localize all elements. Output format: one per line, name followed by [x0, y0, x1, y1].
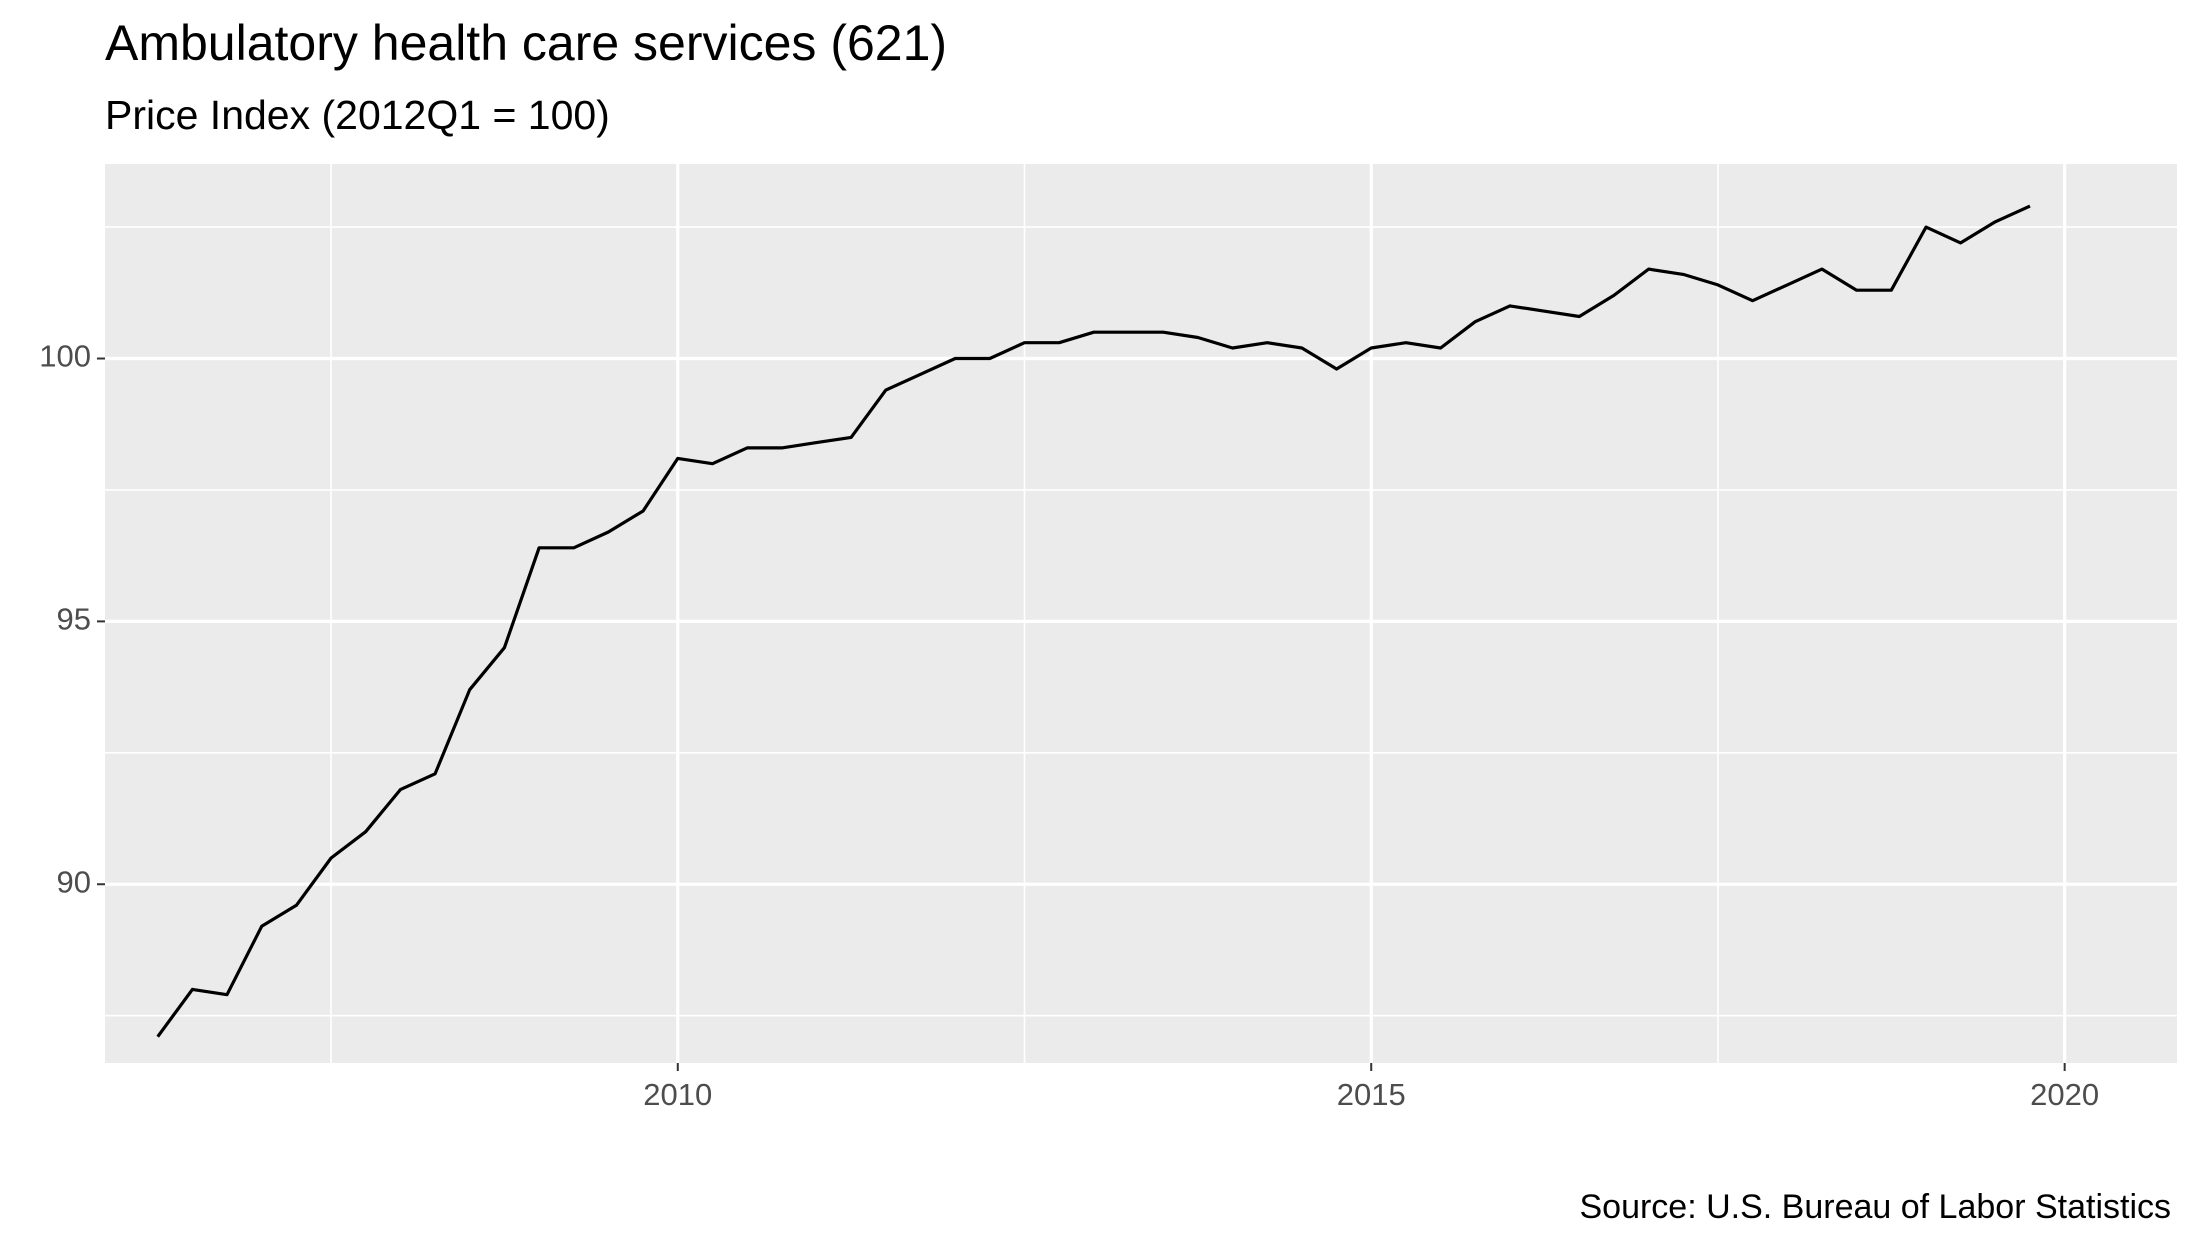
x-tick-label: 2010 [643, 1077, 712, 1112]
chart-title: Ambulatory health care services (621) [105, 15, 948, 71]
source-caption: Source: U.S. Bureau of Labor Statistics [1579, 1188, 2171, 1226]
axis-ticks [97, 357, 2066, 1071]
y-axis-labels: 90 95 100 [39, 339, 91, 900]
x-tick-label: 2020 [2030, 1077, 2099, 1112]
y-tick-label: 95 [57, 602, 91, 637]
y-tick-label: 90 [57, 864, 91, 899]
chart-subtitle: Price Index (2012Q1 = 100) [105, 92, 610, 138]
y-tick-label: 100 [39, 339, 91, 374]
x-axis-labels: 2010 2015 2020 [643, 1077, 2099, 1112]
major-gridlines [105, 164, 2177, 1063]
x-tick-label: 2015 [1337, 1077, 1406, 1112]
series-layer [156, 204, 2031, 1038]
minor-gridlines [105, 164, 2177, 1063]
plot-panel [105, 164, 2177, 1063]
series-line [156, 204, 2031, 1038]
